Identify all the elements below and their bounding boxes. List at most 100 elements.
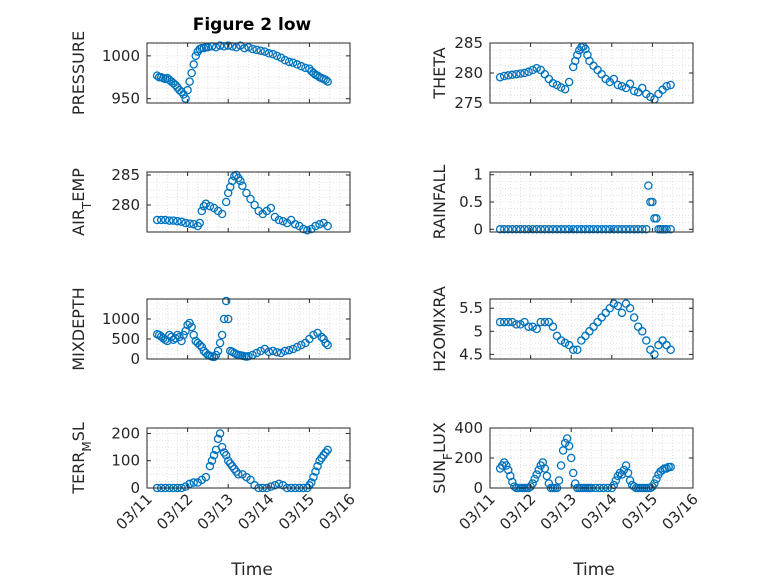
y-axis-label-main: SUN: [430, 460, 449, 494]
data-point: [558, 446, 568, 455]
data-point: [629, 313, 639, 322]
data-point: [534, 465, 543, 475]
data-point: [284, 345, 294, 355]
data-point: [268, 49, 278, 59]
data-point: [597, 225, 606, 234]
data-point: [181, 94, 190, 103]
data-point: [290, 219, 300, 229]
data-point: [207, 456, 217, 465]
data-point: [297, 340, 306, 350]
data-point: [566, 453, 576, 463]
data-point: [532, 63, 541, 73]
data-point: [581, 225, 590, 234]
data-point: [540, 317, 550, 327]
data-point: [323, 340, 332, 350]
data-point: [221, 451, 231, 460]
data-point: [568, 468, 578, 478]
data-point: [633, 225, 643, 234]
axes-box: [489, 298, 694, 360]
data-point: [609, 299, 619, 308]
data-point: [666, 462, 675, 472]
y-tick-label: 0: [473, 220, 483, 238]
data-point: [613, 225, 623, 234]
y-tick-label: 4.5: [459, 345, 483, 363]
axes-box: [146, 298, 351, 360]
data-point: [288, 58, 298, 67]
data-point: [313, 461, 322, 471]
subplot-5: 0 500 1000 MIXDEPTH: [69, 287, 351, 371]
data-point: [161, 215, 170, 225]
data-point: [504, 225, 513, 234]
data-point: [215, 41, 225, 50]
data-point: [666, 345, 675, 355]
y-tick-label: 285: [111, 166, 140, 184]
data-point: [512, 320, 521, 329]
y-tick-label: 5: [473, 322, 483, 340]
data-point: [323, 77, 332, 86]
data-point: [183, 320, 192, 330]
data-point: [617, 308, 627, 318]
data-point: [542, 471, 552, 481]
data-point: [303, 225, 312, 235]
data-point: [528, 322, 537, 331]
data-point: [205, 461, 215, 471]
data-point: [510, 482, 519, 491]
data-point: [215, 338, 225, 348]
subplot-1: 950 1000 PRESSURE: [69, 31, 351, 115]
data-point: [315, 219, 324, 229]
data-point: [321, 338, 330, 348]
data-point: [252, 348, 261, 358]
data-point: [544, 225, 554, 234]
data-point: [246, 475, 255, 485]
data-point: [504, 317, 513, 327]
data-point: [495, 72, 505, 82]
data-point: [548, 225, 558, 234]
data-point: [560, 84, 570, 94]
data-point: [524, 322, 533, 331]
data-point: [223, 314, 233, 324]
data-point: [183, 85, 192, 95]
y-tick-label: 280: [111, 196, 140, 214]
data-point: [504, 71, 513, 80]
data-point: [652, 474, 661, 484]
data-point: [528, 225, 537, 234]
data-point: [508, 70, 517, 80]
data-point: [266, 203, 276, 213]
data-point: [217, 442, 227, 452]
data-point: [199, 201, 209, 211]
data-point: [573, 50, 582, 60]
data-point: [516, 320, 525, 329]
data-point: [568, 345, 578, 355]
data-point: [215, 429, 225, 438]
data-point: [589, 225, 598, 234]
data-point: [169, 216, 178, 225]
subplot-2: 275 280 285 THETA: [430, 34, 694, 112]
data-point: [232, 43, 241, 52]
y-axis-label: SUNFLUX: [430, 422, 455, 494]
data-point: [568, 225, 578, 234]
data-point: [650, 479, 659, 488]
y-tick-label: 285: [454, 34, 483, 52]
x-axis-label-right: Time: [572, 560, 615, 580]
data-point: [299, 224, 308, 234]
data-point: [185, 219, 194, 228]
data-point: [638, 327, 647, 336]
data-point: [611, 476, 621, 485]
data-point: [562, 434, 572, 443]
data-point: [181, 218, 190, 228]
data-point: [605, 225, 615, 234]
data-point: [266, 482, 276, 491]
y-axis-label-tail: LUX: [430, 422, 449, 453]
data-point: [191, 51, 200, 61]
data-point: [625, 303, 635, 313]
data-point: [524, 225, 533, 234]
y-axis-label: THETA: [430, 47, 449, 99]
data-point: [252, 45, 261, 55]
data-point: [623, 468, 633, 478]
data-point: [530, 474, 539, 484]
data-point: [609, 225, 619, 234]
data-point: [272, 347, 282, 357]
data-point: [309, 330, 318, 340]
data-point: [246, 194, 255, 204]
data-point: [309, 472, 318, 482]
